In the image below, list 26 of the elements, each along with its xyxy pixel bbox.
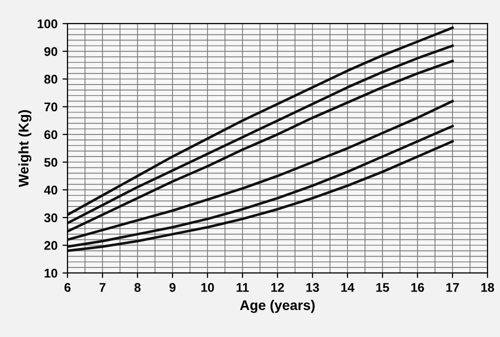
x-tick-label: 11 — [236, 283, 249, 292]
y-tick-label: 30 — [44, 213, 58, 222]
x-tick-label: 6 — [64, 283, 71, 292]
line-series — [68, 100, 454, 241]
x-tick-label: 15 — [376, 283, 390, 292]
x-tick-label: 18 — [481, 283, 494, 292]
y-tick-label: 70 — [44, 102, 58, 112]
y-tick-label: 40 — [44, 186, 58, 194]
y-tick-label: 60 — [44, 130, 58, 140]
y-tick-label: 90 — [44, 47, 58, 56]
x-tick-label: 12 — [271, 283, 284, 292]
y-tick-label: 20 — [44, 241, 58, 250]
x-tick-label: 16 — [411, 283, 424, 292]
x-tick-label: 14 — [341, 283, 354, 292]
y-tick-label: 50 — [44, 158, 58, 167]
x-tick-label: 8 — [134, 283, 141, 292]
x-tick-label: 7 — [100, 283, 106, 292]
y-tick-label: 80 — [44, 74, 58, 84]
x-tick-label: 9 — [169, 283, 176, 292]
y-tick-label: 100 — [38, 19, 58, 28]
x-tick-label: 10 — [201, 283, 214, 292]
x-tick-label: 17 — [446, 283, 459, 292]
y-tick-label: 10 — [44, 268, 58, 278]
x-axis-title: Age (years) — [240, 300, 315, 313]
x-tick-label: 13 — [306, 283, 319, 292]
y-axis-title: Weight (Kg) — [18, 110, 32, 188]
